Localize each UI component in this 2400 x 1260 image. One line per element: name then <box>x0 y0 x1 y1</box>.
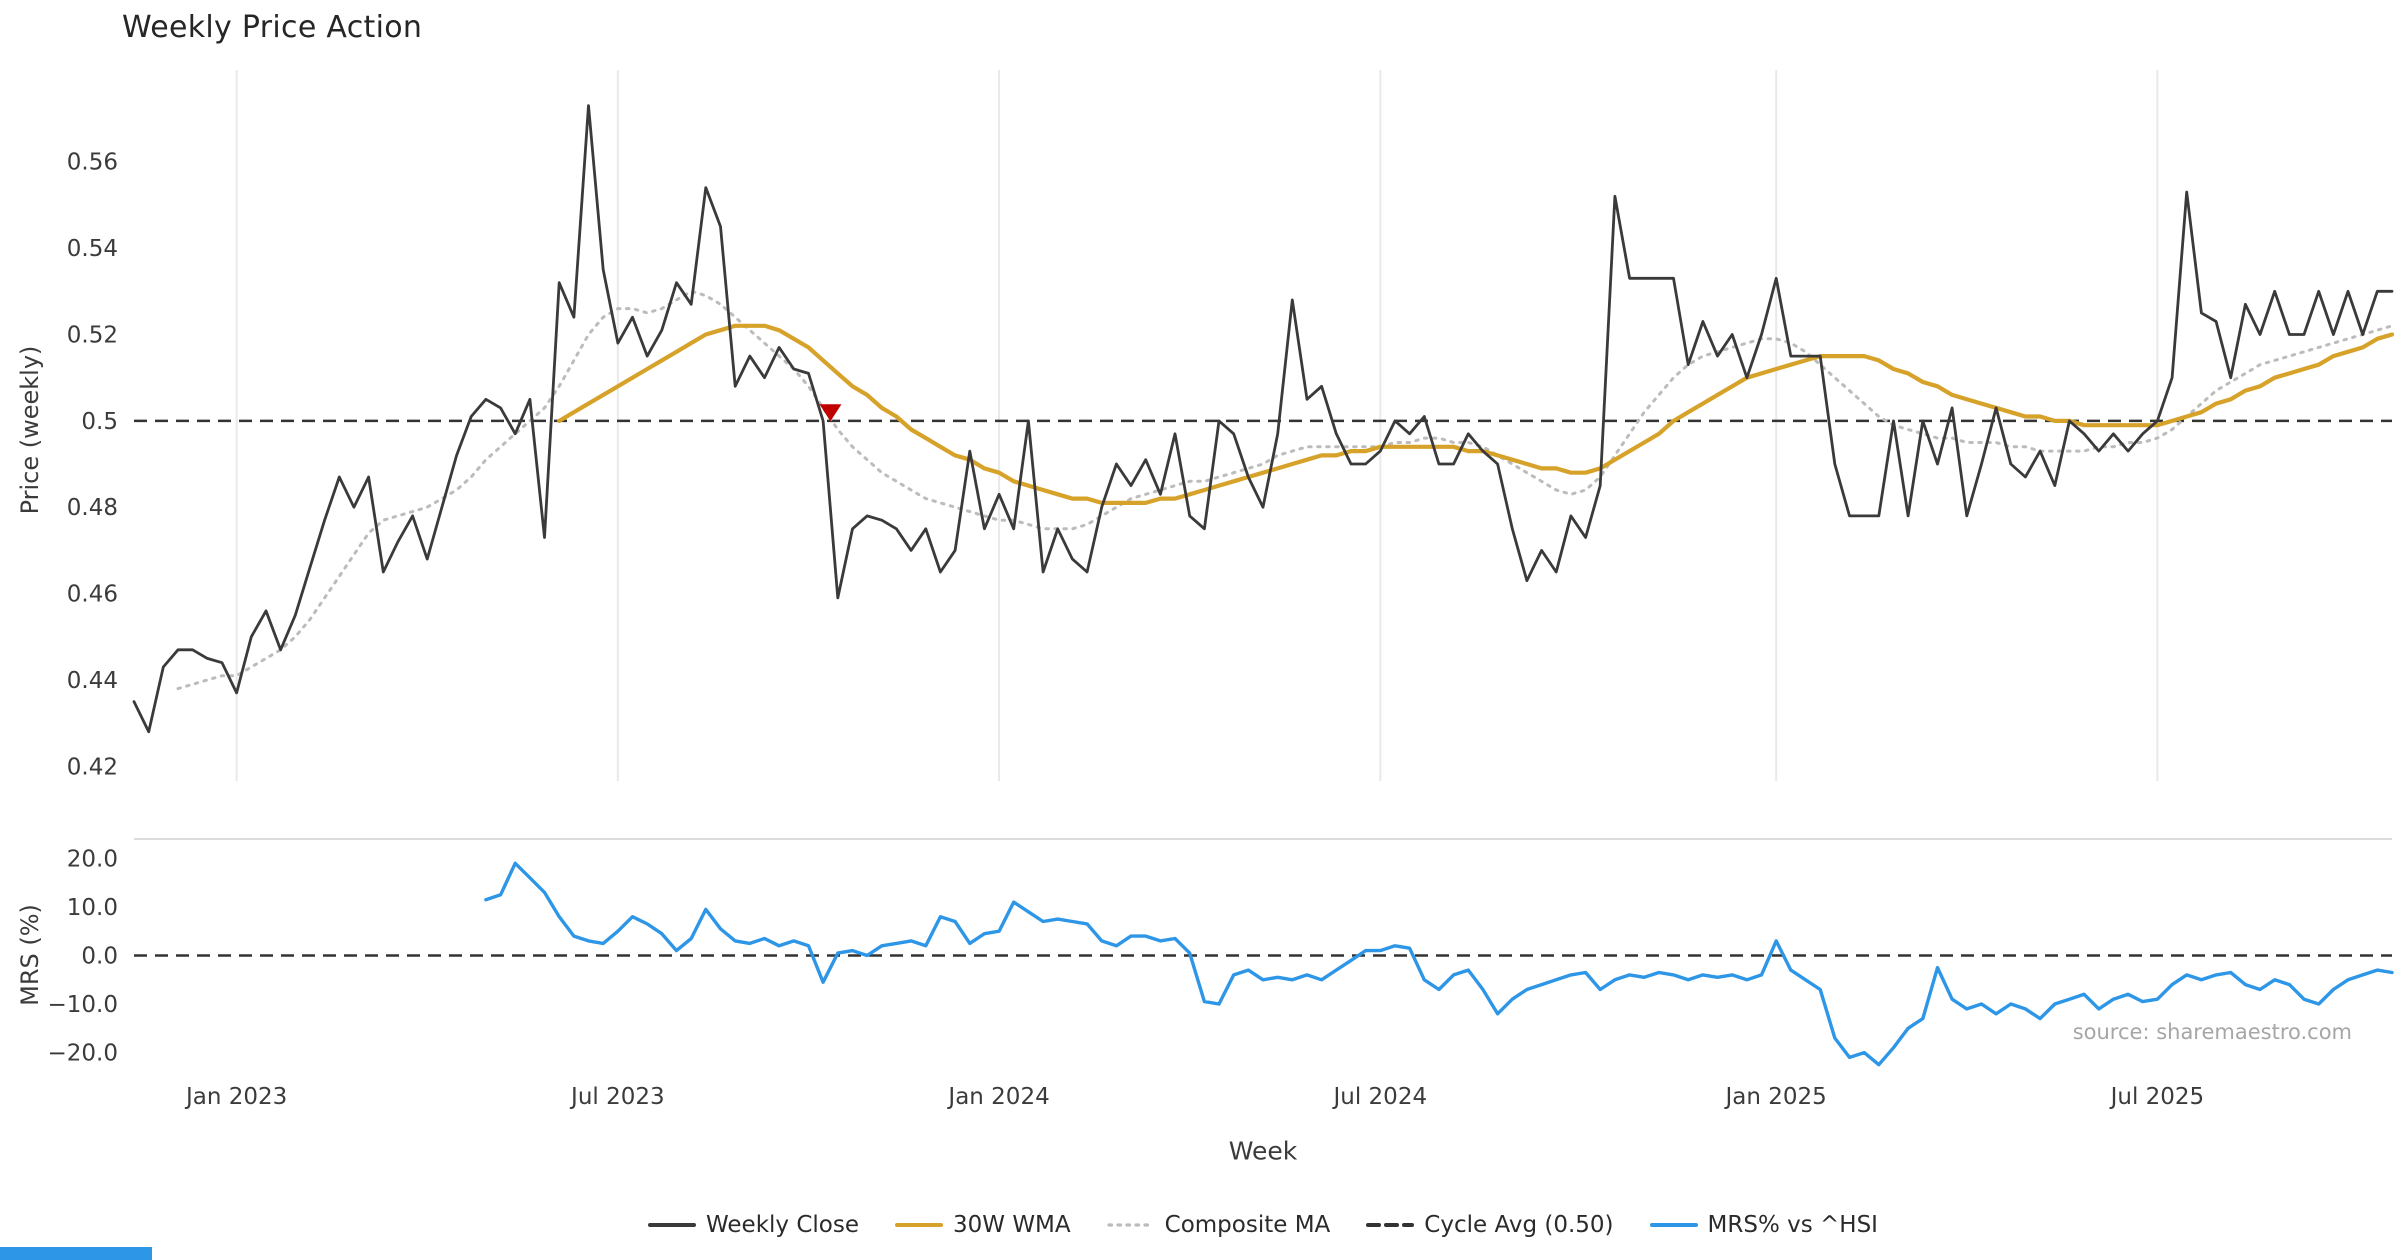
y-tick-label: 20.0 <box>67 846 118 872</box>
legend-item-30w-wma: 30W WMA <box>895 1212 1071 1238</box>
series-30w-wma <box>557 323 2395 505</box>
legend-label: Weekly Close <box>706 1212 859 1238</box>
legend-item-cycle-avg-0-50: Cycle Avg (0.50) <box>1366 1212 1614 1238</box>
y-tick-label: 0.56 <box>67 150 118 176</box>
x-tick-label: Jan 2025 <box>1724 1084 1827 1110</box>
y-tick-label: 0.54 <box>67 236 118 262</box>
x-tick-label: Jul 2023 <box>569 1084 665 1110</box>
y-tick-label: −10.0 <box>48 992 118 1018</box>
legend-swatch-icon <box>648 1223 697 1227</box>
y-tick-label: 0.42 <box>67 754 118 780</box>
sell-marker-icon <box>819 404 842 422</box>
x-tick-label: Jan 2024 <box>946 1084 1049 1110</box>
series-composite-ma <box>176 289 2394 691</box>
legend-item-weekly-close: Weekly Close <box>648 1212 859 1238</box>
legend-swatch-icon <box>1649 1223 1698 1227</box>
legend-label: Composite MA <box>1164 1212 1331 1238</box>
y-tick-label: 0.46 <box>67 582 118 608</box>
y-tick-label: 0.44 <box>67 668 118 694</box>
x-axis-label: Week <box>1228 1136 1298 1166</box>
legend-swatch-icon <box>1366 1223 1415 1227</box>
y-tick-label: 0.52 <box>67 322 118 348</box>
legend-label: 30W WMA <box>953 1212 1071 1238</box>
legend-label: MRS% vs ^HSI <box>1707 1212 1878 1238</box>
legend-swatch-icon <box>1107 1223 1155 1227</box>
legend-item-mrs-vs-hsi: MRS% vs ^HSI <box>1649 1212 1878 1238</box>
x-tick-label: Jul 2025 <box>2109 1084 2205 1110</box>
y-tick-label: −20.0 <box>48 1041 118 1067</box>
legend-item-composite-ma: Composite MA <box>1107 1212 1331 1238</box>
x-tick-label: Jan 2023 <box>184 1084 287 1110</box>
y-axis-label-price: Price (weekly) <box>16 345 44 515</box>
y-axis-label-mrs: MRS (%) <box>16 904 44 1006</box>
x-tick-label: Jul 2024 <box>1331 1084 1427 1110</box>
legend: Weekly Close 30W WMA Composite MA Cycle Avg… <box>134 1212 2392 1238</box>
y-tick-label: 0.5 <box>81 409 118 435</box>
source-watermark: source: sharemaestro.com <box>2072 1020 2352 1044</box>
series-mrs-vs-hsi <box>484 861 2394 1067</box>
bottom-left-accent-bar <box>0 1247 152 1260</box>
y-tick-label: 0.0 <box>81 944 118 970</box>
legend-swatch-icon <box>895 1223 943 1227</box>
chart-title: Weekly Price Action <box>122 10 423 45</box>
series-weekly-close <box>132 104 2394 734</box>
legend-label: Cycle Avg (0.50) <box>1424 1212 1614 1238</box>
y-tick-label: 10.0 <box>67 895 118 921</box>
y-tick-label: 0.48 <box>67 495 118 521</box>
